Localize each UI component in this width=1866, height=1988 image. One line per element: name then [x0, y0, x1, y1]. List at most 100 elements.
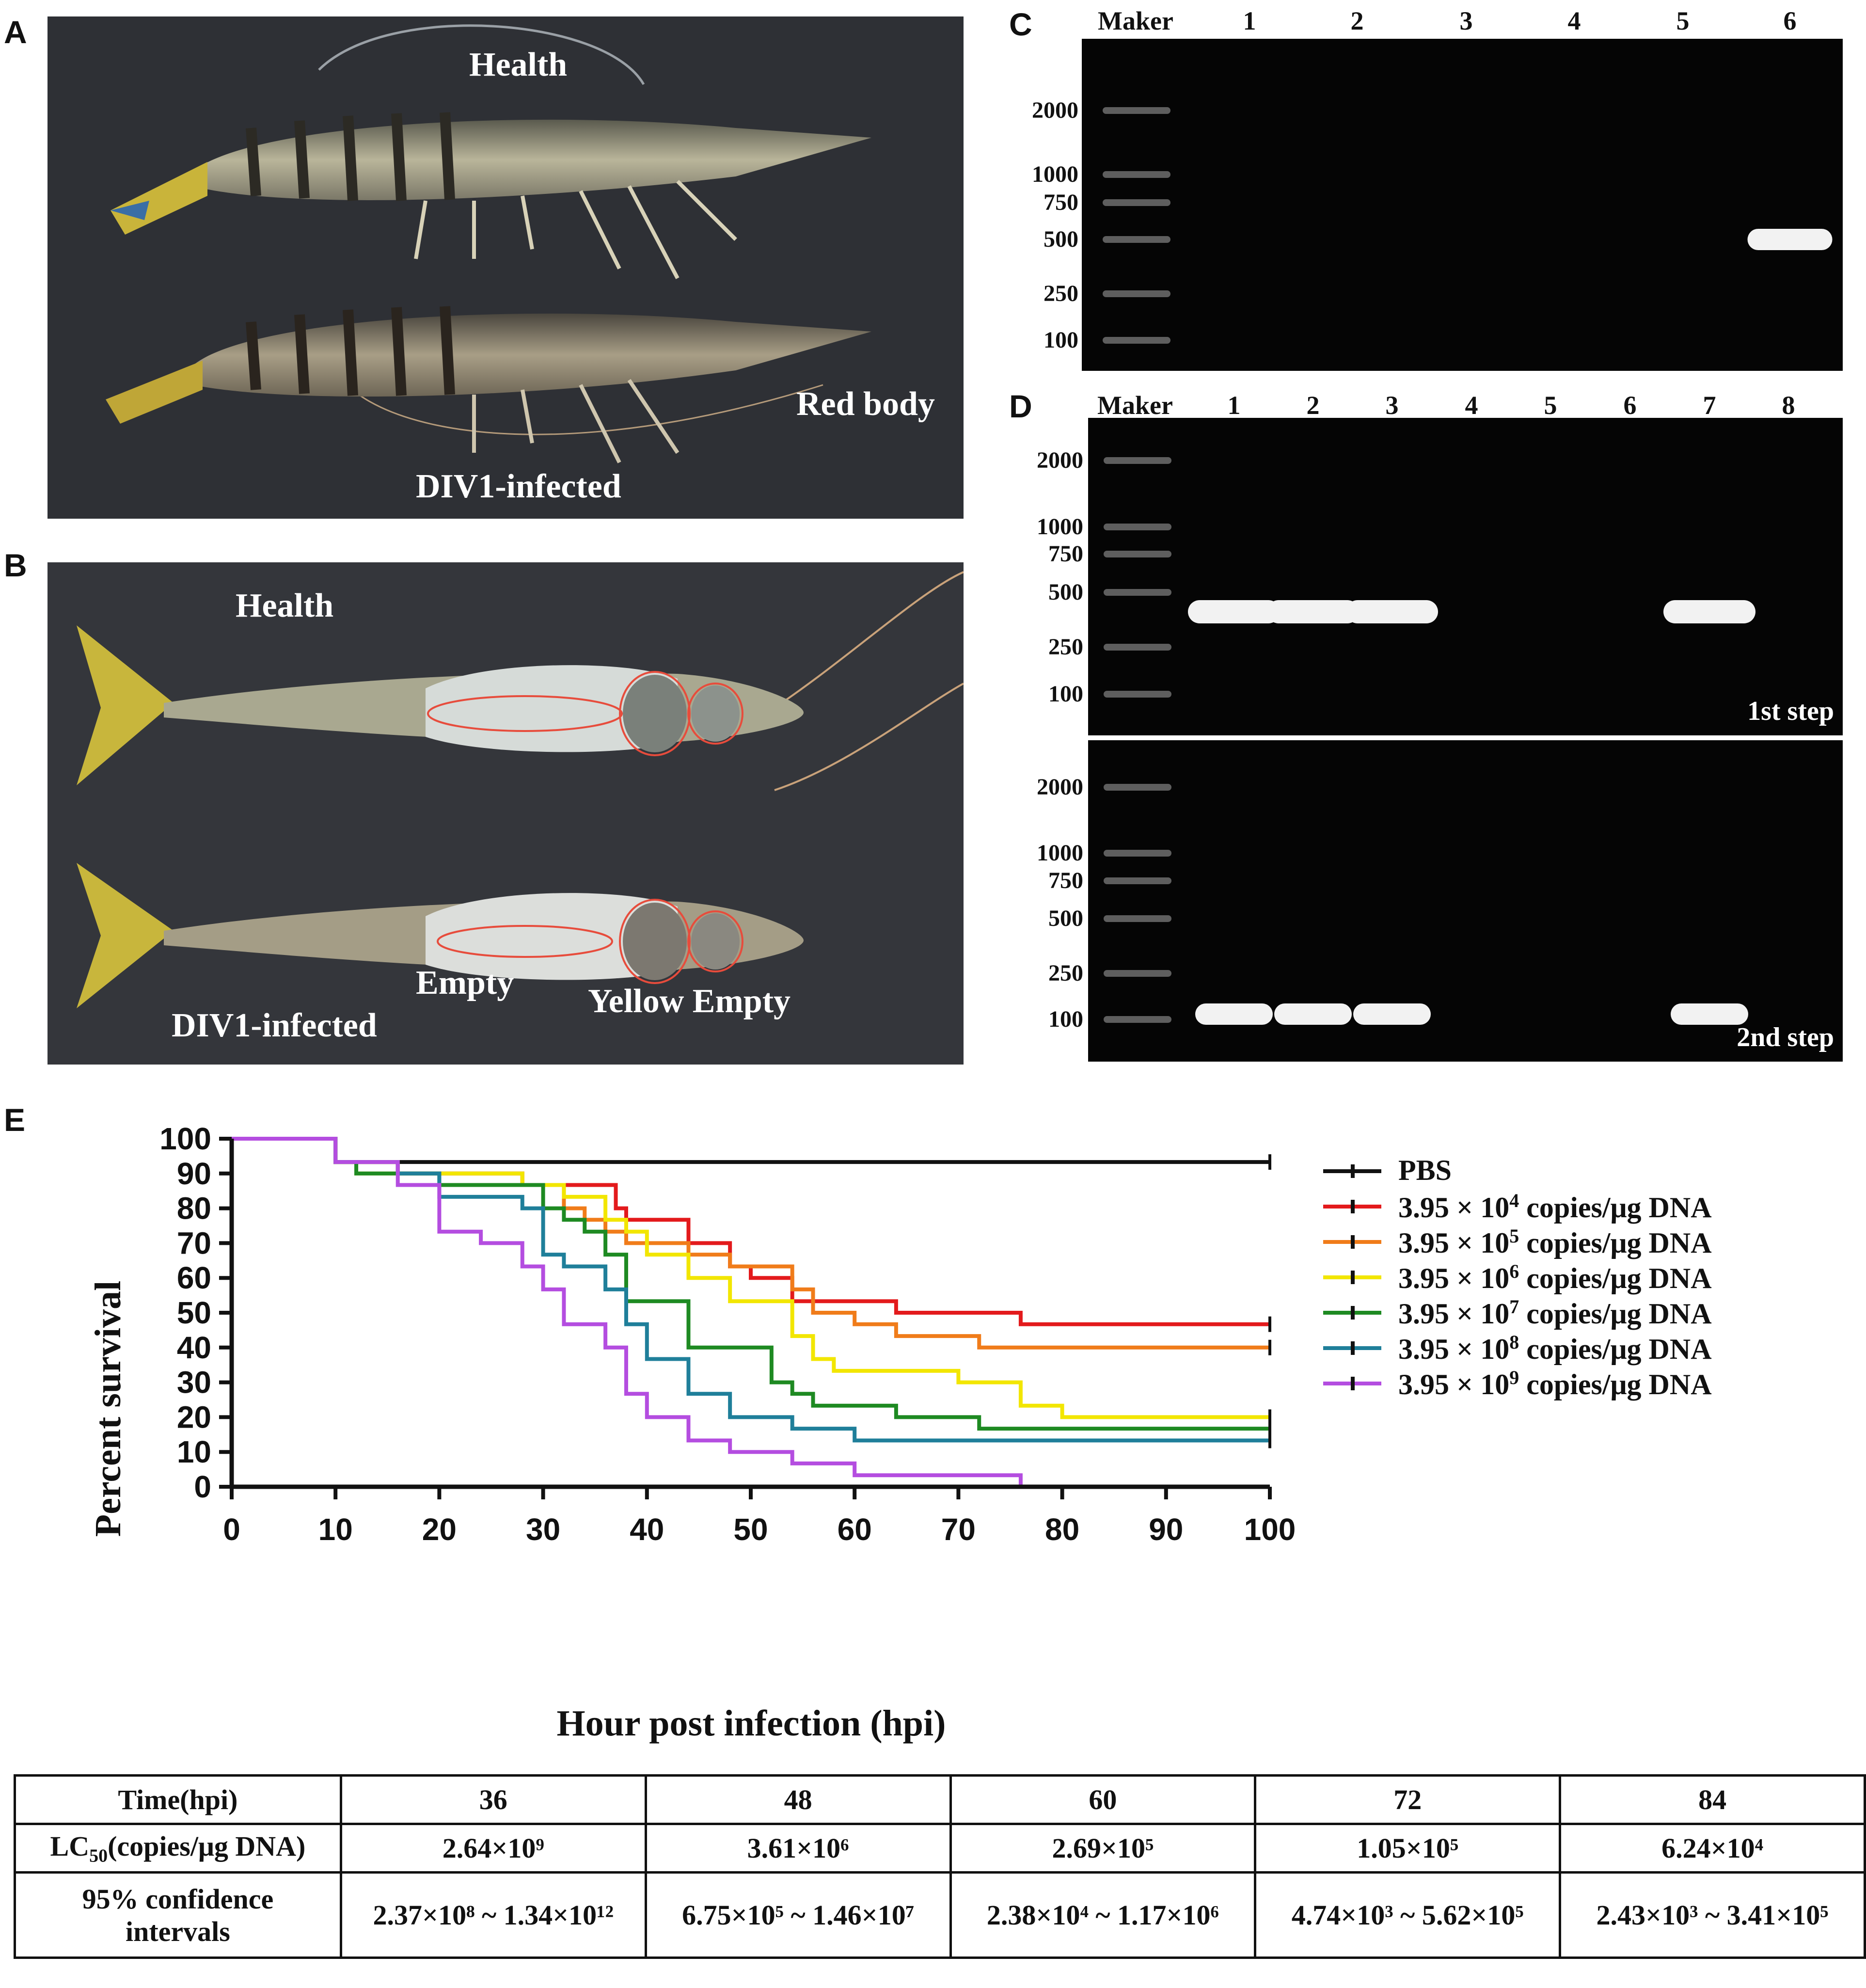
legend-label: PBS — [1398, 1154, 1452, 1186]
table-cell: 2.37×10⁸ ~ 1.34×10¹² — [339, 1871, 647, 1959]
table-row-time: Time(hpi) 36 48 60 72 84 — [14, 1774, 1866, 1825]
gel-c-lane-label: 1 — [1243, 6, 1256, 35]
gel-d-lane-label: 7 — [1703, 391, 1716, 420]
panel-label-d: D — [1009, 388, 1032, 424]
gel-c-ladder-band-750 — [1103, 199, 1170, 206]
table-cell: 2.64×10⁹ — [339, 1823, 647, 1874]
legend-label: 3.95 × 105 copies/μg DNA — [1398, 1225, 1712, 1259]
x-tick-label: 20 — [422, 1512, 457, 1547]
table-cell: 48 — [644, 1774, 952, 1825]
gel-d-step2-image: 2nd step — [1088, 740, 1843, 1062]
label-yellow-empty: Yellow Empty — [588, 983, 791, 1020]
y-tick-label: 100 — [159, 1121, 211, 1156]
gel-d-step1-band-lane-2 — [1267, 600, 1359, 623]
series-line-5 — [232, 1137, 1270, 1443]
table-header-time: Time(hpi) — [14, 1774, 342, 1825]
gel-d-step2-label: 2nd step — [1737, 1022, 1834, 1052]
gel-d-lane-label: 2 — [1306, 391, 1320, 420]
gel-d-step2-ladder-band-750 — [1104, 877, 1171, 884]
gel-d-ladder-label: 750 — [1048, 541, 1083, 567]
chart-legend: PBS 3.95 × 104 copies/μg DNA 3.95 × 105 co… — [1323, 1154, 1856, 1406]
table-header-ci: 95% confidence intervals — [14, 1871, 342, 1959]
legend-label: 3.95 × 109 copies/μg DNA — [1398, 1367, 1712, 1400]
legend-item: 3.95 × 104 copies/μg DNA — [1323, 1189, 1856, 1224]
series-line-1 — [232, 1137, 1270, 1326]
gel-d-ladder-label: 750 — [1048, 868, 1083, 893]
gel-d-step2-band-lane-1 — [1195, 1003, 1273, 1025]
gel-d-lane-label: 8 — [1782, 391, 1795, 420]
x-tick-label: 100 — [1244, 1512, 1296, 1547]
x-tick-label: 50 — [733, 1512, 768, 1547]
gel-c-ladder-label: 2000 — [1032, 97, 1078, 123]
gel-d-step1-ladder-band-250 — [1104, 644, 1171, 651]
table-cell: 2.38×10⁴ ~ 1.17×10⁶ — [949, 1871, 1257, 1959]
gel-d-ladder-label: 100 — [1048, 681, 1083, 707]
legend-censor-tick — [1351, 1377, 1355, 1390]
y-axis-label: Percent survival — [88, 1281, 128, 1537]
y-tick-label: 50 — [177, 1295, 211, 1330]
shrimp-illustration-b — [47, 562, 964, 1065]
x-tick-label: 70 — [941, 1512, 976, 1547]
series-line-0 — [232, 1137, 1270, 1164]
gel-c-ladder-band-2000 — [1103, 107, 1170, 114]
gel-c-ladder-band-1000 — [1103, 171, 1170, 178]
gel-d-step1-image: 1st step — [1088, 418, 1843, 735]
gel-c-lane-label: 5 — [1676, 6, 1690, 35]
gel-d-ladder-label: 500 — [1048, 906, 1083, 931]
gel-d-step1-band-lane-3 — [1346, 600, 1438, 623]
label-red-body: Red body — [796, 385, 935, 423]
gel-d-step2-ladder-band-2000 — [1104, 784, 1171, 791]
gel-d-step2-band-lane-2 — [1274, 1003, 1352, 1025]
y-tick-label: 0 — [194, 1469, 211, 1504]
legend-item: 3.95 × 105 copies/μg DNA — [1323, 1225, 1856, 1259]
gel-c-ladder-label: 500 — [1044, 226, 1078, 252]
panel-label-b: B — [4, 547, 27, 583]
photo-panel-b: Health Empty Yellow Empty DIV1-infected — [47, 562, 964, 1065]
legend-label: 3.95 × 106 copies/μg DNA — [1398, 1260, 1712, 1294]
legend-censor-tick — [1351, 1271, 1355, 1284]
y-tick-label: 40 — [177, 1330, 211, 1365]
y-tick-label: 70 — [177, 1225, 211, 1260]
table-cell: 60 — [949, 1774, 1257, 1825]
legend-item: 3.95 × 108 copies/μg DNA — [1323, 1331, 1856, 1365]
gel-c-ladder-band-250 — [1103, 290, 1170, 297]
y-tick-label: 10 — [177, 1434, 211, 1469]
label-div1-infected-b: DIV1-infected — [172, 1007, 377, 1044]
x-tick-label: 40 — [630, 1512, 664, 1547]
gel-c-ladder-band-100 — [1103, 337, 1170, 344]
series-line-4 — [232, 1137, 1270, 1431]
gel-c-image — [1082, 39, 1843, 371]
table-cell: 2.43×10³ ~ 3.41×10⁵ — [1559, 1871, 1866, 1959]
gel-c-ladder-band-500 — [1103, 236, 1170, 243]
legend-label: 3.95 × 104 copies/μg DNA — [1398, 1190, 1712, 1224]
gel-d-ladder-label: 250 — [1048, 960, 1083, 986]
gel-c-ladder-label: 1000 — [1032, 161, 1078, 187]
gel-d-step1-ladder-band-750 — [1104, 551, 1171, 557]
table-cell: 6.24×10⁴ — [1559, 1823, 1866, 1874]
gel-d-step2-band-lane-7 — [1671, 1003, 1748, 1025]
gel-d-step1-ladder-band-1000 — [1104, 524, 1171, 530]
gel-d-lane-label: 4 — [1465, 391, 1478, 420]
y-tick-label: 90 — [177, 1156, 211, 1191]
y-tick-label: 30 — [177, 1365, 211, 1400]
table-cell: 3.61×10⁶ — [644, 1823, 952, 1874]
gel-d-step2-ladder-band-1000 — [1104, 850, 1171, 857]
legend-censor-tick — [1351, 1341, 1355, 1355]
table-cell: 1.05×10⁵ — [1254, 1823, 1562, 1874]
gel-d-ladder-label: 1000 — [1037, 514, 1083, 540]
legend-item: 3.95 × 106 copies/μg DNA — [1323, 1260, 1856, 1294]
panel-label-c: C — [1009, 6, 1032, 42]
table-cell: 84 — [1559, 1774, 1866, 1825]
photo-panel-a: Health Red body DIV1-infected — [47, 16, 964, 519]
x-axis-label: Hour post infection (hpi) — [556, 1703, 946, 1744]
gel-d-ladder-label: 250 — [1048, 634, 1083, 660]
gel-d-lane-label: 1 — [1227, 391, 1241, 420]
legend-censor-tick — [1351, 1306, 1355, 1320]
legend-item: 3.95 × 107 copies/μg DNA — [1323, 1295, 1856, 1330]
panel-label-a: A — [4, 14, 27, 50]
table-cell: 72 — [1254, 1774, 1562, 1825]
gel-d-ladder-label: 2000 — [1037, 447, 1083, 473]
gel-d-lane-label: 5 — [1544, 391, 1557, 420]
table-cell: 4.74×10³ ~ 5.62×10⁵ — [1254, 1871, 1562, 1959]
table-row-lc50: LC50(copies/μg DNA) 2.64×10⁹ 3.61×10⁶ 2.… — [14, 1823, 1866, 1874]
